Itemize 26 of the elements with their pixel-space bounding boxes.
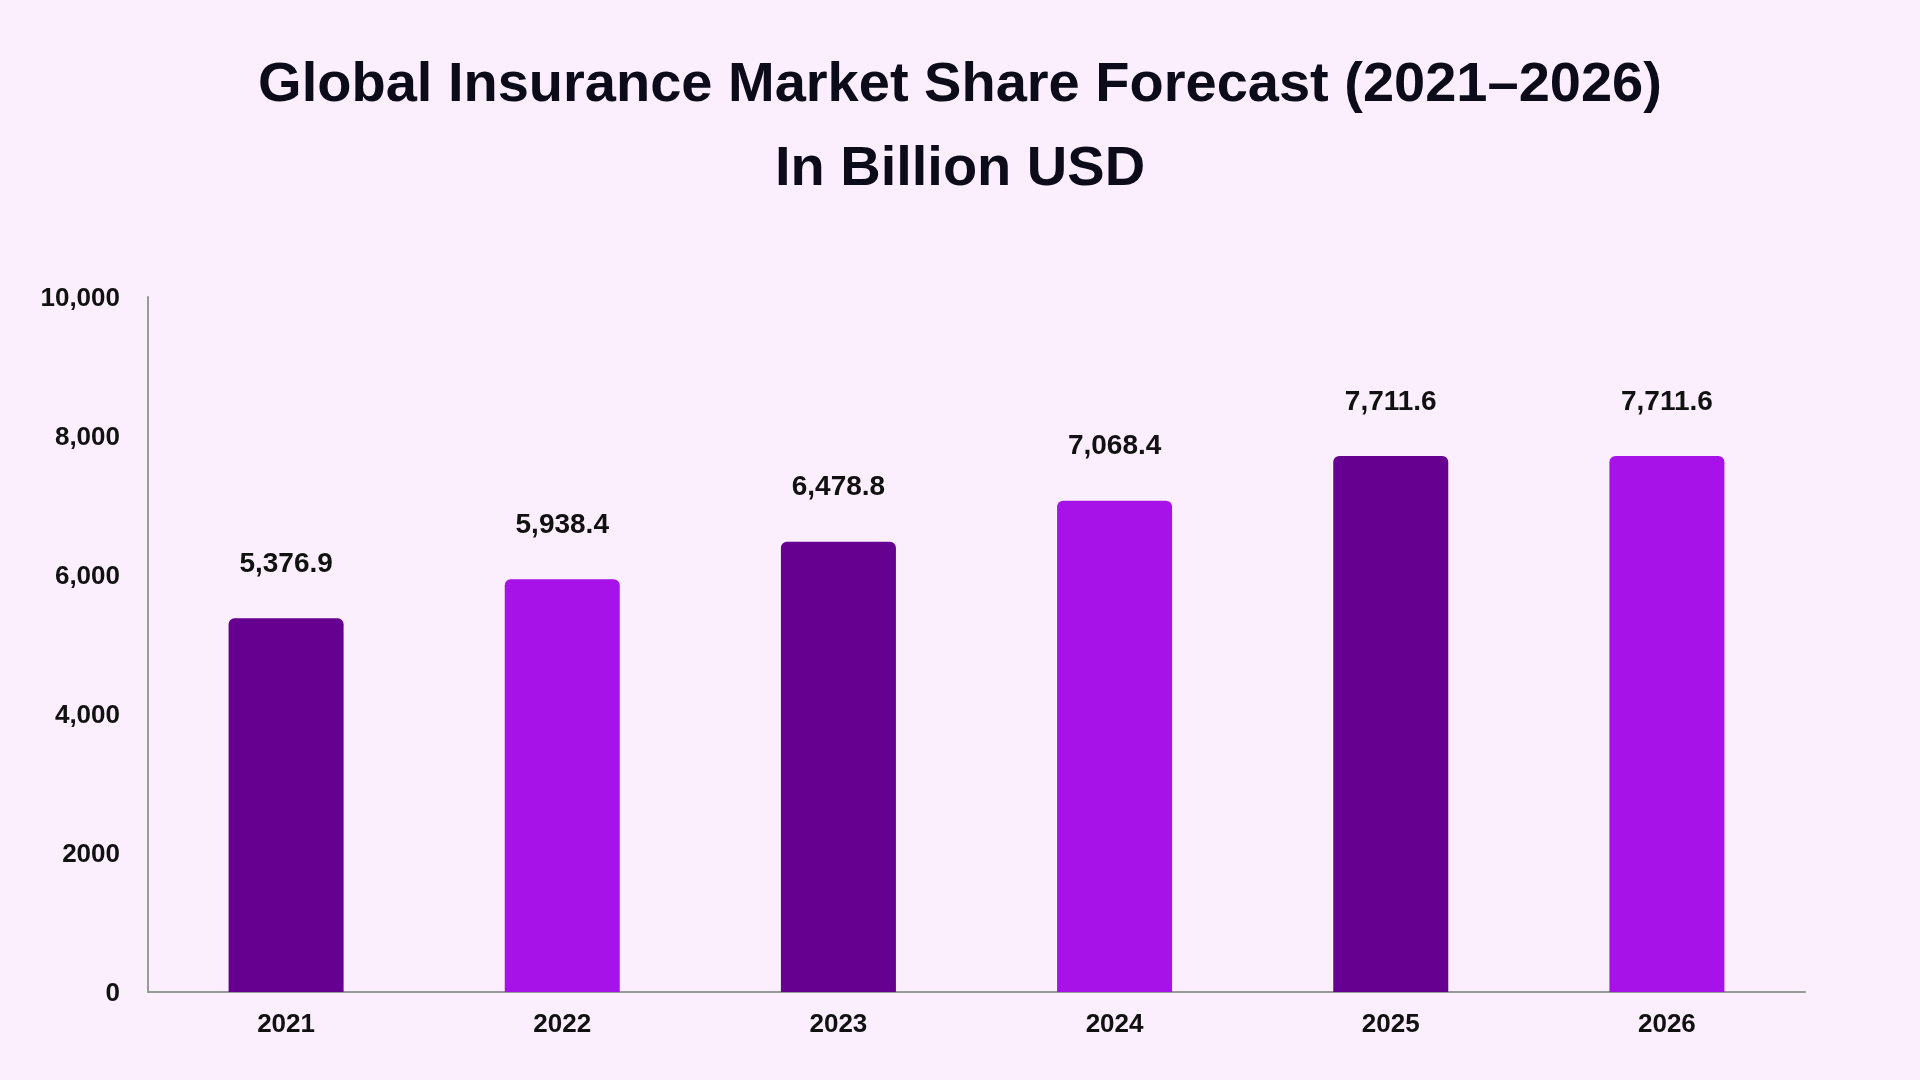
bar — [228, 618, 344, 992]
y-tick-label: 0 — [105, 977, 120, 1007]
data-label: 7,068.4 — [1067, 429, 1162, 461]
data-label: 5,938.4 — [515, 507, 610, 539]
x-tick-label: 2023 — [809, 1008, 868, 1038]
x-tick-label: 2026 — [1637, 1008, 1696, 1038]
bar — [1057, 500, 1173, 992]
x-tick-label: 2024 — [1085, 1008, 1145, 1038]
x-tick-label: 2025 — [1361, 1008, 1420, 1038]
data-label: 5,376.9 — [239, 546, 333, 578]
data-label: 6,478.8 — [791, 470, 886, 502]
data-label: 7,711.6 — [1344, 384, 1437, 416]
y-tick-label: 8,000 — [54, 421, 120, 451]
x-tick-label: 2022 — [533, 1008, 592, 1038]
bar — [504, 579, 620, 992]
data-label: 7,711.6 — [1620, 384, 1713, 416]
y-tick-label: 4,000 — [54, 699, 120, 729]
y-tick-label: 6,000 — [54, 560, 120, 590]
chart-subtitle: In Billion USD — [774, 133, 1146, 197]
y-tick-label: 10,000 — [40, 282, 120, 312]
bar — [1333, 456, 1449, 992]
y-tick-label: 2000 — [62, 838, 120, 868]
x-tick-label: 2021 — [257, 1008, 316, 1038]
chart-title: Global Insurance Market Share Forecast (2021–2026) — [258, 49, 1662, 113]
bar — [780, 541, 896, 992]
bar — [1609, 456, 1725, 992]
